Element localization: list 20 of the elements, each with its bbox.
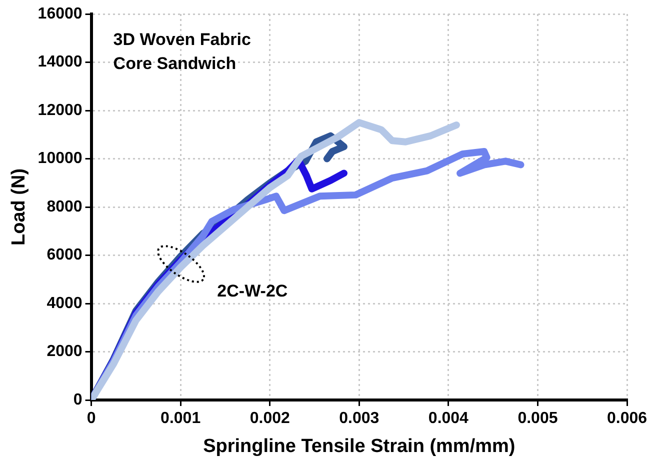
y-tick-label: 0 [73, 391, 82, 408]
x-tick-label: 0.006 [606, 410, 648, 428]
y-axis-title: Load (N) [8, 168, 30, 246]
x-tick-label: 0.003 [339, 410, 380, 428]
x-tick-label: 0.002 [250, 410, 290, 428]
y-tick-label: 2000 [46, 343, 82, 360]
x-tick-label: 0.005 [518, 410, 558, 428]
y-tick-label: 16000 [38, 5, 82, 22]
x-axis-title: Springline Tensile Strain (mm/mm) [203, 436, 516, 457]
y-tick-label: 6000 [46, 246, 82, 264]
y-tick-label: 12000 [38, 102, 82, 119]
y-tick-label: 14000 [38, 54, 82, 71]
y-tick-label: 4000 [46, 294, 82, 312]
x-tick-label: 0 [86, 410, 96, 428]
x-tick-label: 0.004 [428, 410, 469, 428]
y-tick-label: 8000 [46, 198, 82, 216]
x-tick-label: 0.001 [160, 410, 201, 428]
annotation: 2C-W-2C [217, 282, 288, 301]
y-tick-label: 10000 [38, 150, 82, 168]
text: 3D Woven Fabric Core Sandwich [113, 30, 251, 74]
